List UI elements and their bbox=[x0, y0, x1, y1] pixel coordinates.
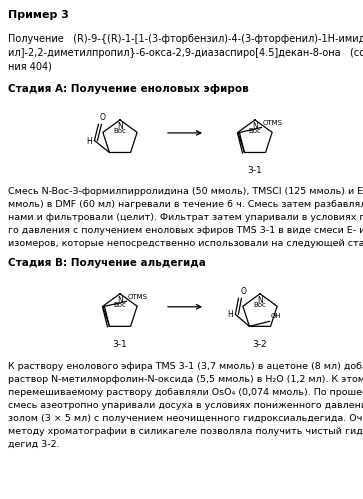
Text: Стадия В: Получение альдегида: Стадия В: Получение альдегида bbox=[8, 258, 206, 268]
Text: перемешиваемому раствору добавляли OsO₄ (0,074 ммоль). По прошествии 3 ч: перемешиваемому раствору добавляли OsO₄ … bbox=[8, 388, 363, 397]
Text: го давления с получением еноловых эфиров TMS 3-1 в виде смеси Е- и Z-: го давления с получением еноловых эфиров… bbox=[8, 226, 363, 235]
Text: Получение   (R)-9-{(R)-1-[1-(3-фторбензил)-4-(3-фторфенил)-1Н-имидазол-2-: Получение (R)-9-{(R)-1-[1-(3-фторбензил)… bbox=[8, 34, 363, 44]
Text: дегид 3-2.: дегид 3-2. bbox=[8, 440, 60, 449]
Text: 3-1: 3-1 bbox=[248, 166, 262, 175]
Text: N: N bbox=[117, 296, 123, 305]
Text: ммоль) в DMF (60 мл) нагревали в течение 6 ч. Смесь затем разбавляли гекса-: ммоль) в DMF (60 мл) нагревали в течение… bbox=[8, 200, 363, 209]
Text: Boc: Boc bbox=[114, 302, 126, 308]
Text: O: O bbox=[240, 287, 246, 296]
Text: ния 404): ния 404) bbox=[8, 62, 52, 72]
Text: N: N bbox=[117, 122, 123, 131]
Text: OTMS: OTMS bbox=[127, 294, 147, 300]
Text: OH: OH bbox=[270, 313, 281, 319]
Text: золом (3 × 5 мл) с получением неочищенного гидроксиальдегида. Очистка по: золом (3 × 5 мл) с получением неочищенно… bbox=[8, 414, 363, 423]
Text: Boc: Boc bbox=[254, 302, 266, 308]
Text: 3-2: 3-2 bbox=[253, 340, 267, 349]
Text: H: H bbox=[87, 137, 93, 146]
Text: изомеров, которые непосредственно использовали на следующей стадии.: изомеров, которые непосредственно исполь… bbox=[8, 239, 363, 248]
Text: Boc: Boc bbox=[114, 128, 126, 134]
Text: N: N bbox=[257, 296, 263, 305]
Text: ил]-2,2-диметилпропил}-6-окса-2,9-диазаспиро[4.5]декан-8-она   (соедине-: ил]-2,2-диметилпропил}-6-окса-2,9-диазас… bbox=[8, 48, 363, 58]
Text: 3-1: 3-1 bbox=[113, 340, 127, 349]
Text: Смесь N-Boc-3-формилпирролидина (50 ммоль), TMSCl (125 ммоль) и Et₃N (250: Смесь N-Boc-3-формилпирролидина (50 ммол… bbox=[8, 187, 363, 196]
Text: O: O bbox=[99, 113, 105, 122]
Text: Стадия А: Получение еноловых эфиров: Стадия А: Получение еноловых эфиров bbox=[8, 84, 249, 94]
Text: OTMS: OTMS bbox=[262, 120, 282, 126]
Text: Boc: Boc bbox=[249, 128, 261, 134]
Text: Пример 3: Пример 3 bbox=[8, 10, 69, 20]
Text: смесь азеотропно упаривали досуха в условиях пониженного давления с бен-: смесь азеотропно упаривали досуха в усло… bbox=[8, 401, 363, 410]
Text: N: N bbox=[252, 122, 258, 131]
Text: К раствору енолового эфира TMS 3-1 (3,7 ммоль) в ацетоне (8 мл) добавляли: К раствору енолового эфира TMS 3-1 (3,7 … bbox=[8, 362, 363, 371]
Text: H: H bbox=[228, 310, 233, 319]
Text: методу хроматографии в силикагеле позволяла получить чистый гидроксиаль-: методу хроматографии в силикагеле позвол… bbox=[8, 427, 363, 436]
Text: нами и фильтровали (целит). Фильтрат затем упаривали в условиях пониженно-: нами и фильтровали (целит). Фильтрат зат… bbox=[8, 213, 363, 222]
Text: раствор N-метилморфолин-N-оксида (5,5 ммоль) в H₂O (1,2 мл). К этому быстро: раствор N-метилморфолин-N-оксида (5,5 мм… bbox=[8, 375, 363, 384]
